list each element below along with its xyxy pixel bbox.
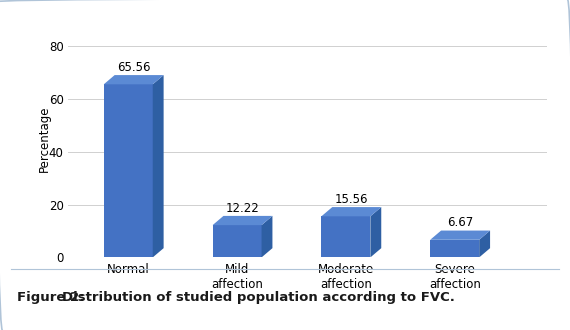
Polygon shape [262,216,272,257]
Text: Distribution of studied population according to FVC.: Distribution of studied population accor… [62,290,454,304]
Polygon shape [479,231,490,257]
Polygon shape [153,75,164,257]
Y-axis label: Percentage: Percentage [38,105,51,172]
Polygon shape [430,231,490,240]
Text: 6.67: 6.67 [447,216,473,229]
Text: 12.22: 12.22 [226,202,259,214]
Bar [213,225,262,257]
Bar [430,240,479,257]
Text: 15.56: 15.56 [335,193,368,206]
Bar [321,216,370,257]
Text: 65.56: 65.56 [117,61,150,74]
Polygon shape [213,216,272,225]
Polygon shape [104,75,164,84]
Polygon shape [321,207,381,216]
Text: Figure 2:: Figure 2: [17,290,89,304]
Bar [104,84,153,257]
Polygon shape [370,207,381,257]
